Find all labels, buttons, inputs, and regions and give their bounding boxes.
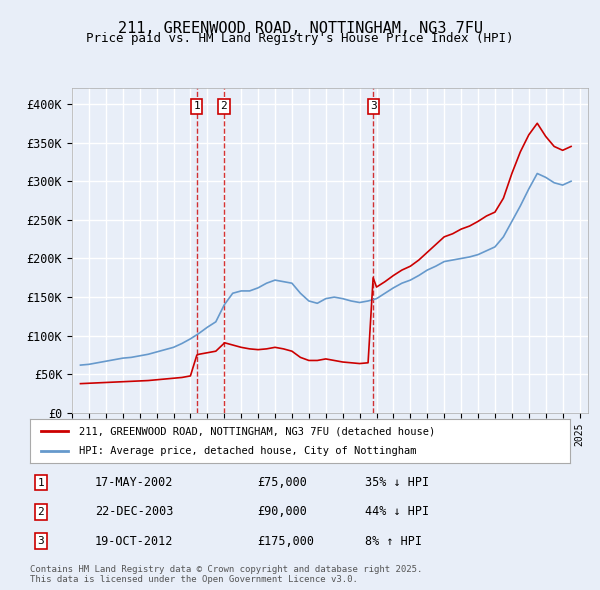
Text: 22-DEC-2003: 22-DEC-2003 bbox=[95, 505, 173, 519]
Text: 3: 3 bbox=[37, 536, 44, 546]
Text: 35% ↓ HPI: 35% ↓ HPI bbox=[365, 476, 429, 489]
Text: £90,000: £90,000 bbox=[257, 505, 307, 519]
Text: 44% ↓ HPI: 44% ↓ HPI bbox=[365, 505, 429, 519]
Text: 17-MAY-2002: 17-MAY-2002 bbox=[95, 476, 173, 489]
Text: 211, GREENWOOD ROAD, NOTTINGHAM, NG3 7FU (detached house): 211, GREENWOOD ROAD, NOTTINGHAM, NG3 7FU… bbox=[79, 427, 435, 436]
Text: Price paid vs. HM Land Registry's House Price Index (HPI): Price paid vs. HM Land Registry's House … bbox=[86, 32, 514, 45]
Text: 1: 1 bbox=[193, 101, 200, 112]
Text: £75,000: £75,000 bbox=[257, 476, 307, 489]
Text: 3: 3 bbox=[370, 101, 377, 112]
Text: 2: 2 bbox=[221, 101, 227, 112]
Text: 8% ↑ HPI: 8% ↑ HPI bbox=[365, 535, 422, 548]
Text: 211, GREENWOOD ROAD, NOTTINGHAM, NG3 7FU: 211, GREENWOOD ROAD, NOTTINGHAM, NG3 7FU bbox=[118, 21, 482, 35]
Text: 2: 2 bbox=[37, 507, 44, 517]
Text: £175,000: £175,000 bbox=[257, 535, 314, 548]
Text: 19-OCT-2012: 19-OCT-2012 bbox=[95, 535, 173, 548]
Text: HPI: Average price, detached house, City of Nottingham: HPI: Average price, detached house, City… bbox=[79, 446, 416, 455]
Text: Contains HM Land Registry data © Crown copyright and database right 2025.
This d: Contains HM Land Registry data © Crown c… bbox=[30, 565, 422, 584]
Text: 1: 1 bbox=[37, 477, 44, 487]
